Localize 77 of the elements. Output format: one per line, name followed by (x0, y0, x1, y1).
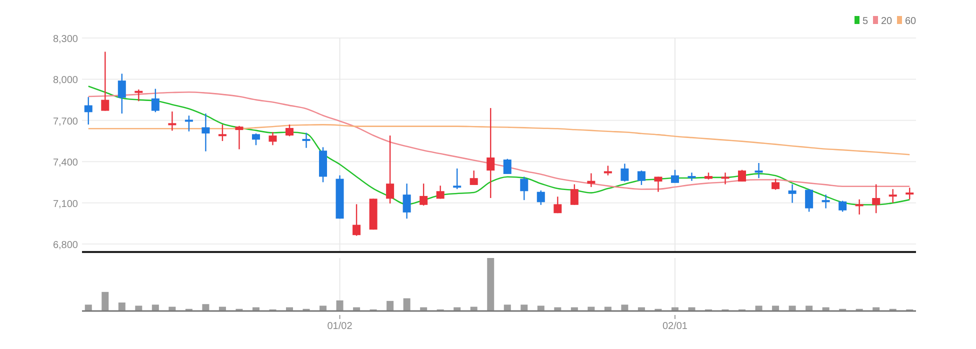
bar (621, 304, 628, 311)
candlestick (872, 184, 880, 214)
legend-label: 20 (881, 16, 893, 27)
candlestick (721, 172, 730, 185)
candlestick (168, 110, 176, 132)
candlestick (84, 96, 92, 126)
bar (504, 304, 511, 311)
candlestick (587, 172, 596, 188)
bar (336, 300, 344, 311)
candlestick (688, 172, 696, 182)
candlestick (520, 176, 528, 201)
bar (152, 304, 159, 311)
bar (487, 258, 494, 311)
candlestick (637, 170, 646, 186)
candlestick (503, 158, 512, 175)
bar (102, 292, 109, 311)
y-tick-label: 8,000 (52, 75, 78, 86)
candlestick (805, 188, 814, 212)
bar (386, 300, 394, 311)
candlestick (754, 162, 763, 179)
line-series (88, 91, 910, 190)
candlestick (838, 200, 847, 212)
y-tick-label: 7,700 (52, 116, 78, 128)
candlestick (536, 190, 545, 206)
candlestick (352, 204, 361, 236)
candlestick (554, 196, 562, 214)
x-tick-label: 01/02 (327, 321, 353, 332)
candlestick (118, 73, 126, 114)
candlestick (670, 169, 679, 184)
bar (84, 304, 92, 311)
candlestick (286, 124, 294, 137)
candlestick (436, 185, 444, 200)
candlestick (151, 88, 160, 113)
legend-label: 5 (862, 16, 868, 27)
bar (520, 304, 528, 311)
candlestick (654, 176, 662, 192)
y-tick-label: 6,800 (52, 240, 78, 252)
bar (320, 306, 327, 311)
candlestick (453, 168, 462, 190)
candlestick (386, 134, 394, 204)
candlestick (101, 51, 110, 112)
candlestick (788, 184, 796, 204)
candlestick (470, 170, 478, 186)
bar (118, 302, 126, 311)
line-series (88, 124, 910, 156)
candlestick (772, 178, 780, 190)
candlestick (906, 187, 914, 200)
candlestick (620, 163, 629, 182)
bar (755, 306, 762, 311)
y-tick-label: 8,300 (52, 34, 78, 45)
bar (135, 306, 142, 311)
x-tick-label: 02/01 (662, 321, 688, 332)
bar (202, 304, 210, 311)
candlestick (822, 194, 830, 209)
y-tick-label: 7,400 (52, 158, 78, 169)
candlestick (302, 132, 310, 148)
bar (537, 306, 544, 311)
candlestick (604, 165, 612, 176)
candlestick (855, 198, 864, 216)
candlestick (402, 182, 411, 220)
candlestick (486, 107, 495, 199)
candlestick (134, 88, 143, 102)
candlestick (888, 188, 897, 204)
candlestick (202, 112, 210, 152)
candlestick (268, 131, 277, 146)
legend-label: 60 (905, 16, 917, 27)
bar (788, 306, 796, 311)
candlestick (570, 184, 578, 206)
bar (772, 306, 780, 311)
y-tick-label: 7,100 (52, 198, 78, 210)
candlestick (184, 115, 193, 132)
candlestick (252, 132, 260, 146)
candlestick (235, 125, 244, 150)
candlestick (420, 182, 428, 206)
bar (806, 306, 813, 311)
candlestick (218, 124, 226, 142)
bar (403, 298, 410, 311)
